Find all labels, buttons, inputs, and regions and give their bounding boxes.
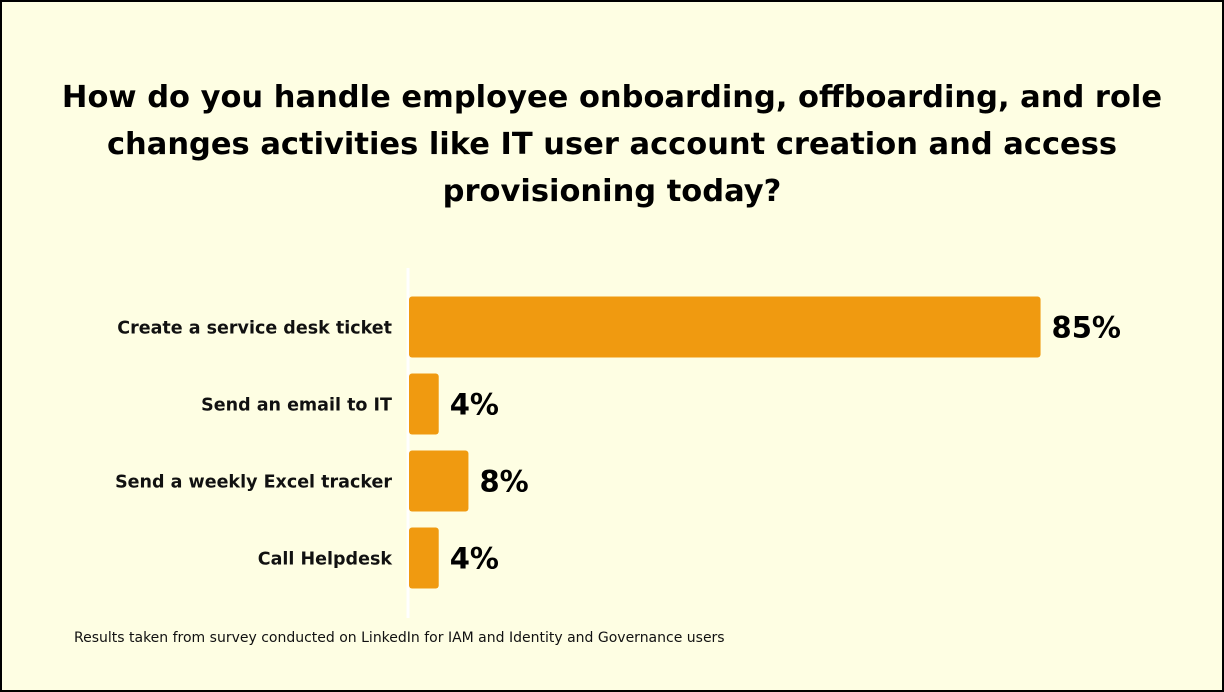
chart-title: How do you handle employee onboarding, o… xyxy=(61,80,1163,209)
category-label: Send a weekly Excel tracker xyxy=(115,473,392,493)
bar xyxy=(409,450,469,512)
bar xyxy=(409,296,1041,358)
footnote: Results taken from survey conducted on L… xyxy=(74,630,725,646)
value-label: 4% xyxy=(450,542,499,576)
category-label: Send an email to IT xyxy=(201,396,392,416)
value-label: 8% xyxy=(479,465,528,499)
bar xyxy=(409,527,439,589)
value-label: 85% xyxy=(1052,311,1121,345)
category-label: Call Helpdesk xyxy=(258,550,393,570)
value-label: 4% xyxy=(450,388,499,422)
bar xyxy=(409,373,439,435)
category-label: Create a service desk ticket xyxy=(117,319,392,339)
